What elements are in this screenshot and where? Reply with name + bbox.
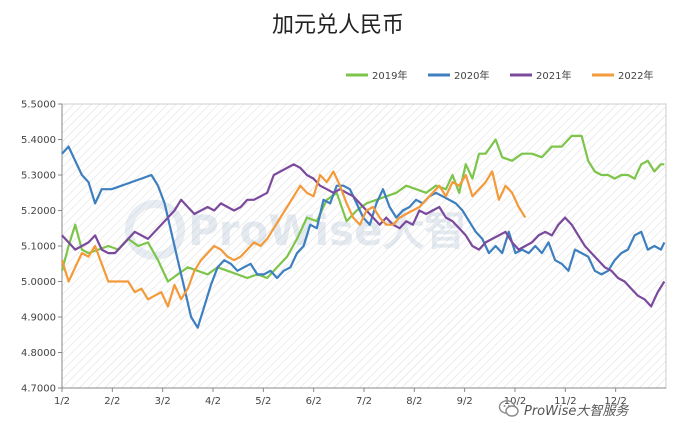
y-tick-label: 4.7000 xyxy=(21,384,56,395)
legend-label: 2020年 xyxy=(454,69,489,82)
y-tick-label: 5.1000 xyxy=(21,242,56,253)
x-tick-label: 5/2 xyxy=(255,396,271,407)
x-tick-label: 6/2 xyxy=(306,396,322,407)
x-axis: 1/2 2/2 3/2 4/2 5/2 6/2 7/2 8/2 9/2 10/2 11/2 12/2 xyxy=(54,387,666,407)
y-tick-label: 5.3000 xyxy=(21,171,56,182)
series-line-2022年 xyxy=(60,170,527,308)
brand-text: ProWise大智服务 xyxy=(524,403,629,419)
y-tick-label: 4.8000 xyxy=(21,348,56,359)
watermark: ProWise大智 xyxy=(125,200,467,260)
y-tick-label: 5.4000 xyxy=(21,135,56,146)
series-layer xyxy=(60,134,666,329)
legend: 2019年 2020年 2021年 2022年 xyxy=(346,69,653,82)
y-tick-label: 5.5000 xyxy=(21,100,56,111)
x-tick-label: 9/2 xyxy=(457,396,473,407)
y-tick-label: 5.2000 xyxy=(21,206,56,217)
x-tick-label: 1/2 xyxy=(54,396,70,407)
watermark-text: ProWise大智 xyxy=(188,206,467,255)
y-axis: 5.5000 5.4000 5.3000 5.2000 5.1000 5.0000 4.90… xyxy=(21,100,63,395)
legend-label: 2019年 xyxy=(372,69,407,82)
y-tick-label: 5.0000 xyxy=(21,277,56,288)
x-tick-label: 11/2 xyxy=(554,396,576,407)
wechat-icon xyxy=(498,400,519,417)
series-line-2020年 xyxy=(61,145,666,329)
chart-title: 加元兑人民币 xyxy=(272,13,404,38)
series-line-2021年 xyxy=(61,163,666,308)
x-tick-label: 3/2 xyxy=(155,396,171,407)
x-tick-label: 12/2 xyxy=(604,396,626,407)
x-tick-label: 7/2 xyxy=(356,396,372,407)
x-tick-label: 8/2 xyxy=(406,396,422,407)
series-line-2019年 xyxy=(60,134,665,283)
x-tick-label: 4/2 xyxy=(205,396,221,407)
legend-label: 2022年 xyxy=(618,69,653,82)
legend-label: 2021年 xyxy=(536,69,571,82)
x-tick-label: 10/2 xyxy=(504,396,526,407)
y-tick-label: 4.9000 xyxy=(21,313,56,324)
x-tick-label: 2/2 xyxy=(104,396,120,407)
brand-watermark: ProWise大智服务 xyxy=(498,398,628,420)
plot-area xyxy=(61,103,667,389)
